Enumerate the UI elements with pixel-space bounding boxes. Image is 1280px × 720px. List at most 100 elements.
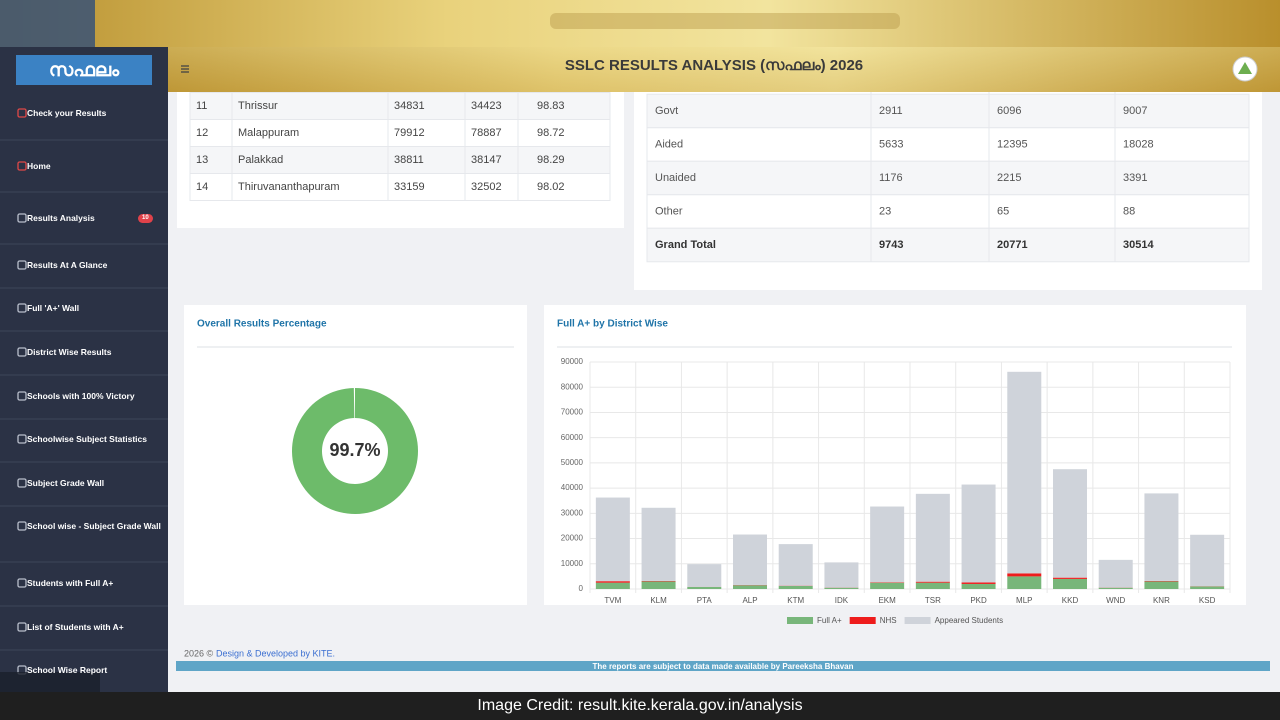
table-cell: 3391 — [1123, 172, 1147, 184]
top-banner-corner — [0, 0, 95, 47]
x-tick-label: KSD — [1199, 596, 1216, 605]
bar-segment — [595, 497, 630, 582]
menu-item[interactable]: Full 'A+' Wall — [8, 301, 166, 316]
bar-segment — [1098, 559, 1133, 588]
table-cell: Govt — [655, 105, 678, 117]
menu-label: Schools with 100% Victory — [27, 391, 135, 401]
menu-label: List of Students with A+ — [27, 622, 124, 632]
y-tick-label: 70000 — [561, 408, 584, 417]
menu-icon — [17, 434, 27, 444]
table-cell: 65 — [997, 205, 1009, 217]
table-cell: 30514 — [1123, 239, 1154, 251]
bar-segment — [1144, 493, 1179, 581]
credit-bar — [0, 692, 1280, 720]
table-cell: 9743 — [879, 239, 903, 251]
x-tick-label: PKD — [970, 596, 987, 605]
bar-segment — [687, 586, 722, 589]
menu-item[interactable]: Subject Grade Wall — [8, 476, 166, 491]
table-cell: 88 — [1123, 205, 1135, 217]
menu-item[interactable]: District Wise Results — [8, 345, 166, 360]
table-cell: 11 — [196, 100, 207, 112]
table-row — [189, 119, 611, 147]
table-cell: Thrissur — [238, 100, 278, 112]
menu-item[interactable]: Check your Results — [8, 106, 166, 121]
menu-label: School Wise Report — [27, 665, 108, 675]
bar-segment — [1053, 578, 1087, 589]
table-cell: 2911 — [879, 105, 903, 117]
bar-segment — [961, 484, 996, 583]
table-cell: Grand Total — [655, 239, 716, 251]
y-tick-label: 30000 — [561, 508, 584, 517]
table-cell: 34831 — [394, 100, 425, 112]
header-logo-mark — [1238, 62, 1252, 74]
y-tick-label: 20000 — [561, 534, 584, 543]
legend-swatch[interactable] — [849, 617, 876, 624]
header-title: SSLC RESULTS ANALYSIS (സഫലം) 2026 — [565, 57, 863, 74]
notice-strip — [176, 661, 1270, 671]
top-banner — [0, 0, 1280, 47]
menu-item[interactable]: School wise - Subject Grade Wall — [8, 519, 166, 534]
menu-item[interactable]: List of Students with A+ — [8, 620, 166, 635]
table-cell: 38147 — [471, 154, 502, 166]
table-cell: 98.72 — [537, 127, 565, 139]
bar-segment — [1190, 586, 1225, 589]
bar-segment — [1098, 587, 1133, 589]
header-shade — [168, 47, 1280, 92]
menu-icon — [17, 260, 27, 270]
footer-link[interactable]: Design & Developed by KITE. — [216, 648, 335, 658]
bar-segment — [961, 582, 996, 584]
footer-copyright: 2026 © — [184, 648, 214, 658]
bar-segment — [824, 562, 859, 588]
legend-swatch[interactable] — [904, 617, 931, 624]
notice-text: The reports are subject to data made ava… — [593, 662, 854, 671]
bar-segment — [641, 507, 676, 581]
bar-segment — [870, 582, 905, 583]
menu-item[interactable]: Schools with 100% Victory — [8, 389, 166, 404]
table-row — [189, 92, 611, 120]
menu-item[interactable]: Students with Full A+ — [8, 576, 166, 591]
menu-item[interactable]: Home — [8, 159, 166, 174]
menu-item[interactable]: Schoolwise Subject Statistics — [8, 432, 166, 447]
bar-segment — [733, 534, 767, 585]
bar-segment — [595, 581, 630, 583]
menu-item[interactable]: Results Analysis 10 — [8, 211, 166, 226]
bar-segment — [778, 585, 813, 589]
menu-item[interactable]: School Wise Report — [8, 663, 166, 678]
table-cell: 38811 — [394, 154, 424, 166]
table-cell: 33159 — [394, 181, 425, 193]
bar-segment — [1053, 469, 1087, 578]
menu-icon — [17, 347, 27, 357]
bar-segment — [824, 587, 859, 589]
blur-corner — [0, 672, 100, 692]
legend-label[interactable]: NHS — [880, 616, 897, 625]
menu-item[interactable]: Results At A Glance — [8, 258, 166, 273]
x-tick-label: EKM — [878, 596, 896, 605]
doughnut-center-label: 99.7% — [329, 440, 380, 460]
logo-box[interactable] — [16, 55, 152, 85]
table-cell: 9007 — [1123, 105, 1147, 117]
table-cell: 20771 — [997, 239, 1028, 251]
table-cell: 2215 — [997, 172, 1021, 184]
table-row — [189, 146, 611, 174]
menu-label: Schoolwise Subject Statistics — [27, 434, 147, 444]
x-tick-label: MLP — [1016, 596, 1032, 605]
chart-title: Full A+ by District Wise — [557, 319, 668, 330]
y-tick-label: 40000 — [561, 483, 584, 492]
chart-title: Overall Results Percentage — [197, 319, 327, 330]
legend-label[interactable]: Full A+ — [817, 616, 842, 625]
x-tick-label: KNR — [1153, 596, 1170, 605]
table-cell: Other — [655, 205, 683, 217]
table-row — [189, 173, 611, 201]
legend-label[interactable]: Appeared Students — [935, 616, 1004, 625]
table-cell: Thiruvananthapuram — [238, 181, 340, 193]
menu-toggle[interactable] — [181, 65, 189, 73]
bar-segment — [1007, 573, 1042, 577]
y-tick-label: 10000 — [561, 559, 584, 568]
table-cell: 5633 — [879, 138, 903, 150]
menu-icon — [17, 391, 27, 401]
bar-segment — [1144, 581, 1179, 589]
table-cell: 98.83 — [537, 100, 565, 112]
legend-swatch[interactable] — [787, 617, 813, 624]
y-tick-label: 0 — [579, 584, 584, 593]
